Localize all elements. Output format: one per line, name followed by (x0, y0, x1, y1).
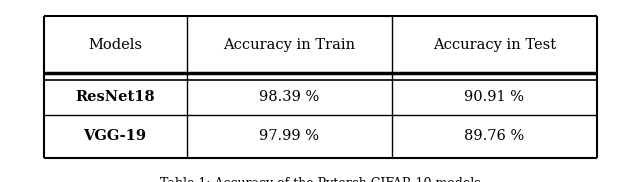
Text: Models: Models (88, 38, 142, 52)
Text: ResNet18: ResNet18 (75, 90, 155, 104)
Text: VGG-19: VGG-19 (83, 130, 147, 143)
Text: 97.99 %: 97.99 % (259, 130, 319, 143)
Text: Table 1: Accuracy of the Pytorch CIFAR-10 models: Table 1: Accuracy of the Pytorch CIFAR-1… (160, 177, 481, 182)
Text: 98.39 %: 98.39 % (259, 90, 319, 104)
Text: Accuracy in Train: Accuracy in Train (223, 38, 355, 52)
Text: Accuracy in Test: Accuracy in Test (433, 38, 556, 52)
Text: 90.91 %: 90.91 % (465, 90, 524, 104)
Text: 89.76 %: 89.76 % (465, 130, 524, 143)
